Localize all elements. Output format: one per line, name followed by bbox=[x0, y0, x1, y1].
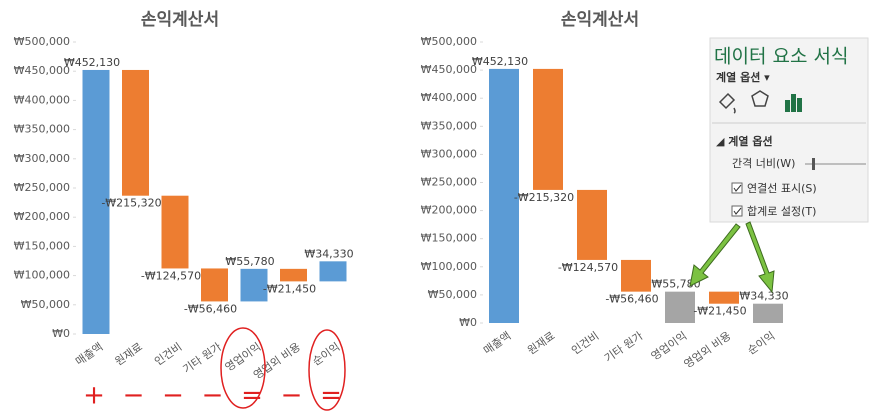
y-tick-label: ₩0 bbox=[52, 327, 70, 340]
y-tick-label: ₩100,000 bbox=[421, 260, 477, 273]
chart-title: 손익계산서 bbox=[141, 10, 219, 30]
fill-icon[interactable] bbox=[718, 92, 736, 114]
y-tick-label: ₩200,000 bbox=[421, 204, 477, 217]
data-label: -₩56,460 bbox=[605, 293, 658, 306]
x-tick-label: 기타 원가 bbox=[180, 340, 223, 376]
y-tick-label: ₩250,000 bbox=[14, 181, 70, 194]
circles bbox=[220, 327, 346, 411]
handwritten-mark: − bbox=[202, 381, 224, 411]
y-tick-label: ₩300,000 bbox=[14, 152, 70, 165]
handwritten-mark: = bbox=[320, 381, 342, 411]
bar bbox=[577, 189, 607, 260]
arrows bbox=[689, 221, 775, 294]
y-tick-label: ₩450,000 bbox=[14, 64, 70, 77]
y-tick-label: ₩300,000 bbox=[421, 147, 477, 160]
y-tick-label: ₩400,000 bbox=[421, 91, 477, 104]
y-tick-label: ₩50,000 bbox=[428, 288, 477, 301]
x-tick-label: 인건비 bbox=[152, 340, 184, 368]
bar bbox=[201, 268, 228, 302]
bar bbox=[709, 291, 739, 304]
y-tick-label: ₩350,000 bbox=[14, 123, 70, 136]
x-tick-label: 순이익 bbox=[310, 340, 342, 368]
handwritten-mark: − bbox=[162, 381, 184, 411]
handwritten-mark: − bbox=[281, 381, 303, 411]
handwritten-mark: + bbox=[83, 381, 105, 411]
option-label[interactable]: 합계로 설정(T) bbox=[747, 205, 816, 218]
bar bbox=[753, 303, 783, 323]
data-label: ₩452,130 bbox=[472, 55, 528, 68]
check bbox=[733, 184, 742, 192]
data-label: -₩21,450 bbox=[263, 282, 316, 295]
y-tick-label: ₩500,000 bbox=[421, 35, 477, 48]
chart-title: 손익계산서 bbox=[561, 10, 639, 30]
checkbox[interactable] bbox=[731, 182, 743, 194]
bar bbox=[533, 68, 563, 190]
section-header[interactable]: ◢ 계열 옵션 bbox=[716, 134, 773, 148]
y-tick-label: ₩150,000 bbox=[14, 239, 70, 252]
y-tick-label: ₩50,000 bbox=[21, 298, 70, 311]
option-label[interactable]: 연결선 표시(S) bbox=[747, 182, 817, 195]
data-label: ₩34,330 bbox=[304, 247, 353, 260]
bar bbox=[82, 69, 110, 334]
data-label: ₩55,780 bbox=[225, 255, 274, 268]
y-tick-label: ₩100,000 bbox=[14, 269, 70, 282]
y-tick-label: ₩200,000 bbox=[14, 210, 70, 223]
check bbox=[733, 207, 742, 215]
chart: 손익계산서 ₩0 ₩50,000 ₩100,000 ₩150,000 ₩200,000 ₩2… bbox=[14, 10, 354, 411]
y-tick-label: ₩450,000 bbox=[421, 63, 477, 76]
data-label: ₩452,130 bbox=[64, 56, 120, 69]
bar bbox=[122, 69, 149, 196]
data-label: -₩124,570 bbox=[141, 269, 201, 282]
data-label: -₩56,460 bbox=[184, 302, 237, 315]
y-tick-label: ₩500,000 bbox=[14, 35, 70, 48]
data-label: ₩34,330 bbox=[739, 290, 788, 303]
y-tick-label: ₩350,000 bbox=[421, 119, 477, 132]
x-tick-label: 순이익 bbox=[745, 329, 777, 357]
effects-icon[interactable] bbox=[751, 90, 769, 107]
series-icon[interactable] bbox=[785, 94, 802, 112]
data-label: -₩124,570 bbox=[558, 261, 618, 274]
x-tick-label: 인건비 bbox=[569, 329, 601, 357]
handwritten-mark: − bbox=[123, 381, 145, 411]
x-tick-label: 영업외 비용 bbox=[682, 329, 734, 371]
y-tick-label: ₩0 bbox=[459, 316, 477, 329]
bar bbox=[240, 268, 268, 302]
data-label: ₩55,780 bbox=[651, 278, 700, 291]
y-tick-label: ₩150,000 bbox=[421, 232, 477, 245]
data-label: -₩215,320 bbox=[514, 191, 574, 204]
x-tick-label: 원재료 bbox=[525, 329, 557, 357]
format-panel: 데이터 요소 서식 계열 옵션 ▾ ◢ 계열 옵션 간격 너비(W) 연결선 표… bbox=[709, 37, 869, 223]
panel-title: 데이터 요소 서식 bbox=[714, 46, 848, 68]
y-tick-label: ₩400,000 bbox=[14, 93, 70, 106]
handwritten-mark: = bbox=[241, 381, 263, 411]
checkbox[interactable] bbox=[731, 205, 743, 217]
x-tick-label: 기타 원가 bbox=[602, 329, 645, 365]
x-tick-label: 원재료 bbox=[113, 340, 145, 368]
bar bbox=[319, 261, 347, 282]
x-tick-label: 매출액 bbox=[73, 340, 105, 368]
bar bbox=[621, 259, 651, 292]
bar bbox=[280, 268, 307, 282]
bar bbox=[489, 68, 519, 323]
x-tick-label: 매출액 bbox=[481, 329, 513, 357]
data-label: -₩21,450 bbox=[693, 305, 746, 318]
bar bbox=[161, 195, 189, 269]
slider-thumb[interactable] bbox=[812, 158, 815, 170]
y-tick-label: ₩250,000 bbox=[421, 176, 477, 189]
panel-tab[interactable]: 계열 옵션 ▾ bbox=[716, 70, 770, 84]
data-label: -₩215,320 bbox=[101, 197, 161, 210]
gap-width-label: 간격 너비(W) bbox=[732, 157, 795, 170]
bar bbox=[665, 291, 695, 323]
